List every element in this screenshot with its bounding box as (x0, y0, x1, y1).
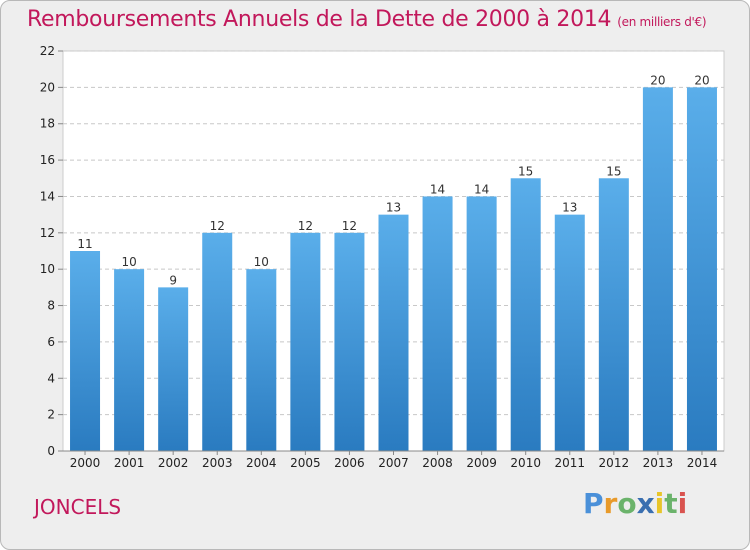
x-tick-label: 2014 (687, 456, 718, 470)
data-label: 15 (518, 164, 533, 178)
x-tick-label: 2010 (510, 456, 541, 470)
data-label: 20 (694, 73, 709, 87)
x-tick-label: 2004 (246, 456, 277, 470)
bar-2014 (686, 87, 717, 451)
bar-2007 (378, 214, 409, 451)
bar-2013 (642, 87, 673, 451)
y-tick-label: 6 (47, 335, 55, 349)
data-label: 11 (77, 237, 92, 251)
logo-letter: r (603, 487, 618, 520)
data-label: 10 (121, 255, 136, 269)
y-tick-label: 18 (40, 117, 55, 131)
logo-letter: i (677, 487, 688, 520)
data-label: 12 (298, 219, 313, 233)
logo-letter: i (654, 487, 665, 520)
bar-2011 (554, 214, 585, 451)
y-tick-label: 0 (47, 444, 55, 458)
bar-2010 (510, 178, 541, 452)
x-axis: 2000 2001 2002 2003 2004 2005 2006 2007 2008 2009… (63, 450, 724, 470)
data-label: 14 (430, 182, 445, 196)
y-tick-label: 20 (40, 80, 55, 94)
data-label: 12 (210, 219, 225, 233)
bar-2006 (334, 232, 365, 451)
x-tick-label: 2005 (290, 456, 321, 470)
x-tick-label: 2001 (114, 456, 145, 470)
x-tick-label: 2012 (599, 456, 630, 470)
y-tick-label: 2 (47, 408, 55, 422)
bars: 11 10 9 12 10 12 12 13 14 14 15 13 15 20 20 (70, 73, 717, 452)
y-tick-label: 12 (40, 226, 55, 240)
commune-name: JONCELS (34, 495, 122, 519)
x-tick-label: 2000 (70, 456, 101, 470)
data-label: 15 (606, 164, 621, 178)
chart-title: Remboursements Annuels de la Dette de 20… (27, 7, 707, 32)
y-tick-label: 16 (40, 153, 55, 167)
data-label: 13 (386, 201, 401, 215)
y-tick-label: 22 (40, 44, 55, 58)
bar-2001 (114, 269, 145, 451)
bar-2009 (466, 196, 497, 451)
logo-letter: x (636, 487, 655, 520)
x-tick-label: 2009 (466, 456, 497, 470)
bar-2008 (422, 196, 453, 451)
logo-letter: P (583, 487, 604, 520)
data-label: 20 (650, 73, 665, 87)
bar-2004 (246, 269, 277, 451)
x-tick-label: 2006 (334, 456, 365, 470)
y-tick-label: 14 (40, 189, 55, 203)
unit-note: (en milliers d'€) (617, 15, 707, 29)
x-tick-label: 2002 (158, 456, 189, 470)
bar-2005 (290, 232, 321, 451)
y-tick-label: 10 (40, 262, 55, 276)
data-label: 14 (474, 182, 489, 196)
y-tick-label: 4 (47, 371, 55, 385)
chart-title-text: Remboursements Annuels de la Dette de 20… (27, 7, 612, 32)
bar-2000 (70, 251, 101, 451)
data-label: 10 (254, 255, 269, 269)
x-tick-label: 2008 (422, 456, 453, 470)
y-axis: 0 2 4 6 8 10 12 14 16 18 20 22 (40, 44, 63, 458)
bar-2002 (158, 287, 189, 451)
logo-letter: t (664, 487, 678, 520)
x-tick-label: 2003 (202, 456, 233, 470)
data-label: 13 (562, 201, 577, 215)
x-tick-label: 2011 (554, 456, 585, 470)
data-label: 12 (342, 219, 357, 233)
data-label: 9 (169, 273, 177, 287)
bar-2012 (598, 178, 629, 452)
y-tick-label: 8 (47, 299, 55, 313)
proxiti-logo[interactable]: Proxiti (583, 487, 687, 520)
x-tick-label: 2013 (643, 456, 674, 470)
logo-letter: o (617, 487, 637, 520)
x-tick-label: 2007 (378, 456, 409, 470)
bar-2003 (202, 232, 233, 451)
